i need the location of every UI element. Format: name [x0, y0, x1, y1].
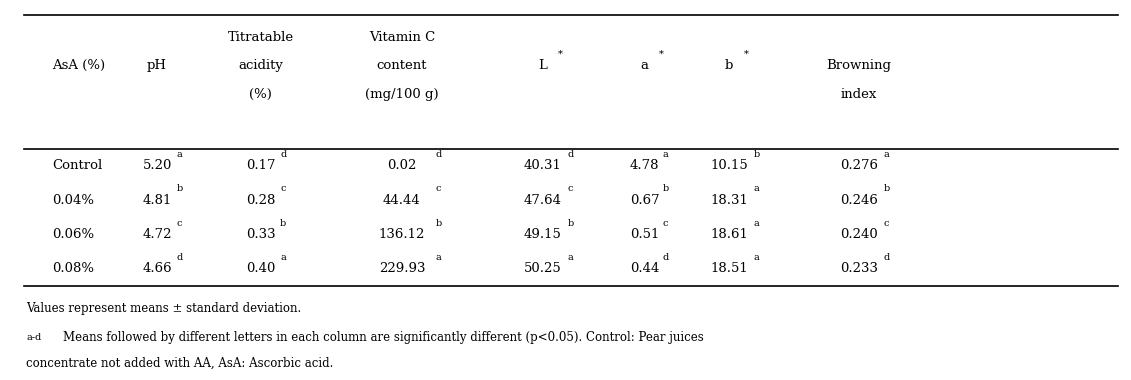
- Text: concentrate not added with AA, AsA: Ascorbic acid.: concentrate not added with AA, AsA: Asco…: [26, 356, 334, 369]
- Text: c: c: [883, 219, 889, 228]
- Text: 40.31: 40.31: [524, 159, 562, 172]
- Text: a: a: [883, 150, 889, 159]
- Text: Titratable: Titratable: [227, 31, 294, 44]
- Text: *: *: [744, 50, 749, 59]
- Text: *: *: [659, 50, 664, 59]
- Text: b: b: [663, 184, 668, 193]
- Text: 0.44: 0.44: [630, 263, 659, 276]
- Text: 18.51: 18.51: [710, 263, 748, 276]
- Text: a: a: [435, 253, 441, 262]
- Text: 4.66: 4.66: [143, 263, 172, 276]
- Text: 229.93: 229.93: [379, 263, 425, 276]
- Text: *: *: [558, 50, 562, 59]
- Text: b: b: [176, 184, 182, 193]
- Text: 4.78: 4.78: [630, 159, 659, 172]
- Text: 47.64: 47.64: [524, 194, 562, 207]
- Text: a: a: [640, 59, 648, 72]
- Text: (mg/100 g): (mg/100 g): [365, 89, 439, 101]
- Text: L: L: [538, 59, 547, 72]
- Text: 4.72: 4.72: [143, 228, 172, 241]
- Text: 0.02: 0.02: [387, 159, 416, 172]
- Text: d: d: [568, 150, 575, 159]
- Text: a: a: [663, 150, 668, 159]
- Text: 0.28: 0.28: [247, 194, 276, 207]
- Text: 0.67: 0.67: [630, 194, 659, 207]
- Text: 0.08%: 0.08%: [52, 263, 94, 276]
- Text: Vitamin C: Vitamin C: [369, 31, 435, 44]
- Text: a: a: [280, 253, 286, 262]
- Text: content: content: [377, 59, 428, 72]
- Text: 5.20: 5.20: [143, 159, 172, 172]
- Text: index: index: [840, 89, 877, 101]
- Text: d: d: [176, 253, 182, 262]
- Text: pH: pH: [147, 59, 167, 72]
- Text: acidity: acidity: [239, 59, 284, 72]
- Text: b: b: [280, 219, 286, 228]
- Text: d: d: [883, 253, 890, 262]
- Text: 0.51: 0.51: [630, 228, 659, 241]
- Text: c: c: [435, 184, 441, 193]
- Text: 0.240: 0.240: [840, 228, 878, 241]
- Text: Control: Control: [52, 159, 103, 172]
- Text: Values represent means ± standard deviation.: Values represent means ± standard deviat…: [26, 302, 302, 315]
- Text: 44.44: 44.44: [383, 194, 421, 207]
- Text: 0.40: 0.40: [247, 263, 276, 276]
- Text: d: d: [663, 253, 668, 262]
- Text: b: b: [725, 59, 733, 72]
- Text: 49.15: 49.15: [524, 228, 562, 241]
- Text: 0.06%: 0.06%: [52, 228, 94, 241]
- Text: c: c: [280, 184, 285, 193]
- Text: 0.233: 0.233: [840, 263, 878, 276]
- Text: 10.15: 10.15: [710, 159, 748, 172]
- Text: 0.04%: 0.04%: [52, 194, 94, 207]
- Text: a: a: [754, 253, 760, 262]
- Text: a: a: [754, 184, 760, 193]
- Text: c: c: [568, 184, 573, 193]
- Text: 18.31: 18.31: [710, 194, 748, 207]
- Text: 0.276: 0.276: [840, 159, 878, 172]
- Text: c: c: [176, 219, 182, 228]
- Text: c: c: [663, 219, 668, 228]
- Text: b: b: [883, 184, 890, 193]
- Text: d: d: [435, 150, 442, 159]
- Text: b: b: [435, 219, 442, 228]
- Text: Browning: Browning: [827, 59, 891, 72]
- Text: Means followed by different letters in each column are significantly different (: Means followed by different letters in e…: [63, 331, 705, 344]
- Text: 18.61: 18.61: [710, 228, 748, 241]
- Text: 50.25: 50.25: [524, 263, 562, 276]
- Text: 0.246: 0.246: [840, 194, 878, 207]
- Text: a: a: [754, 219, 760, 228]
- Text: 136.12: 136.12: [379, 228, 425, 241]
- Text: a: a: [568, 253, 573, 262]
- Text: b: b: [568, 219, 575, 228]
- Text: (%): (%): [250, 89, 273, 101]
- Text: 0.33: 0.33: [247, 228, 276, 241]
- Text: b: b: [754, 150, 760, 159]
- Text: d: d: [280, 150, 286, 159]
- Text: a: a: [176, 150, 182, 159]
- Text: a-d: a-d: [26, 332, 42, 342]
- Text: 0.17: 0.17: [247, 159, 276, 172]
- Text: AsA (%): AsA (%): [52, 59, 105, 72]
- Text: 4.81: 4.81: [143, 194, 172, 207]
